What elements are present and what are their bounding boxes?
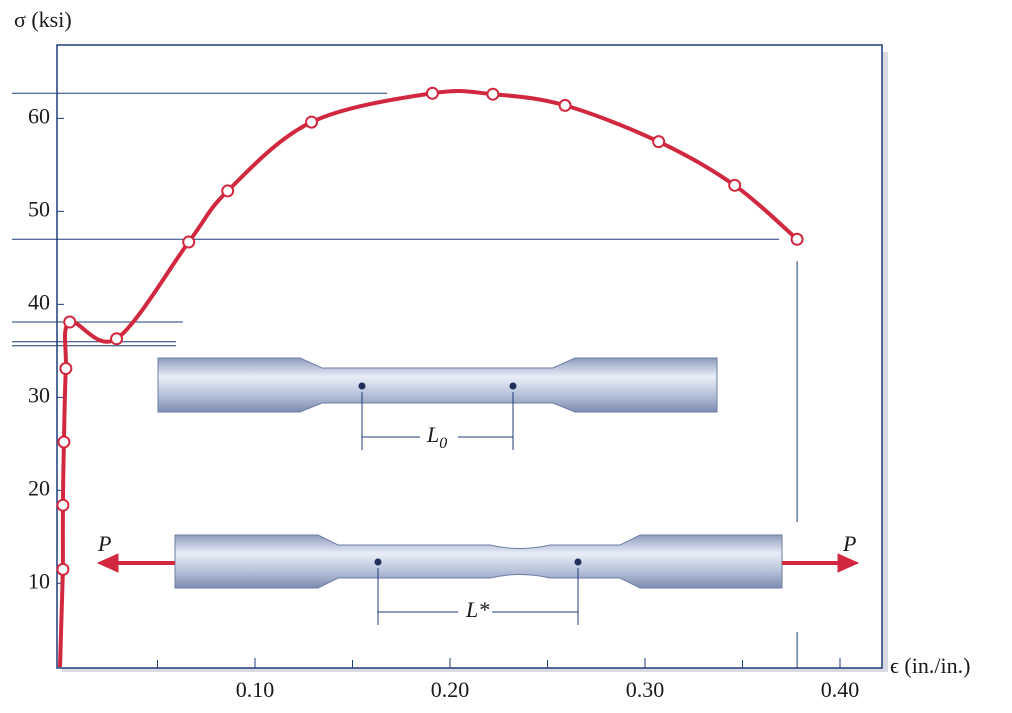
- y-axis-label: σ (ksi): [14, 7, 72, 32]
- y-tick-label: 40: [28, 289, 50, 314]
- data-point: [652, 135, 666, 149]
- y-tick-label: 30: [28, 382, 50, 407]
- x-tick-label: 0.20: [431, 677, 470, 702]
- data-point: [790, 232, 804, 246]
- gauge-length-original: L0: [426, 422, 447, 452]
- data-point: [558, 98, 572, 112]
- data-point: [182, 235, 196, 249]
- data-point: [425, 86, 439, 100]
- data-point: [56, 498, 70, 512]
- x-tick-label: 0.30: [626, 677, 665, 702]
- y-tick-label: 10: [28, 568, 50, 593]
- gauge-point: [509, 382, 517, 390]
- load-label: P: [842, 531, 856, 556]
- load-arrows: [96, 553, 860, 573]
- x-axis-label: ϵ (in./in.): [890, 653, 970, 678]
- data-point: [110, 332, 124, 346]
- y-tick-label: 20: [28, 475, 50, 500]
- dimension-original: [361, 392, 514, 450]
- y-tick-label: 50: [28, 196, 50, 221]
- gauge-point: [574, 558, 582, 566]
- data-point: [728, 178, 742, 192]
- data-point: [305, 115, 319, 129]
- x-tick-label: 0.10: [236, 677, 275, 702]
- specimen-deformed: [174, 534, 783, 589]
- gauge-point: [358, 382, 366, 390]
- data-point: [59, 362, 73, 376]
- data-point: [221, 184, 235, 198]
- gauge-length-deformed: L*: [465, 597, 489, 622]
- data-point: [56, 562, 70, 576]
- data-point: [486, 87, 500, 101]
- load-label: P: [97, 531, 111, 556]
- dimension-deformed: [377, 568, 579, 625]
- data-point: [57, 435, 71, 449]
- x-tick-label: 0.40: [821, 677, 860, 702]
- curve: [58, 89, 799, 668]
- y-tick-label: 60: [28, 103, 50, 128]
- specimen-original: [157, 357, 718, 413]
- data-point: [63, 315, 77, 329]
- gauge-point: [374, 558, 382, 566]
